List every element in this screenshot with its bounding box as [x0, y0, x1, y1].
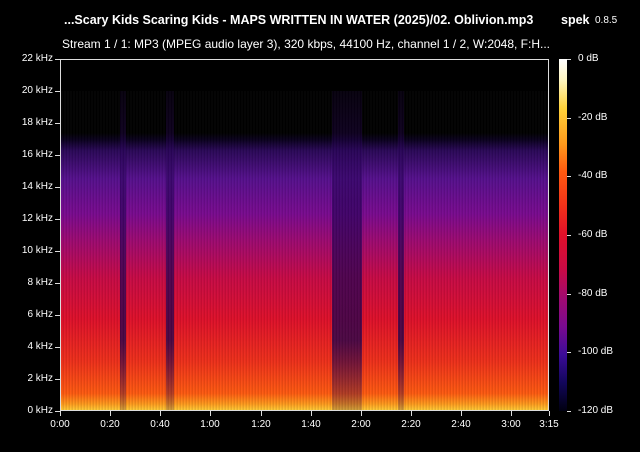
x-tick-label: 0:00	[50, 419, 70, 430]
spectrogram-quiet-band	[398, 59, 404, 411]
colorbar-tick-mark	[567, 294, 571, 295]
x-tick-mark	[261, 411, 262, 416]
y-tick-label: 12 kHz	[21, 213, 53, 224]
y-tick-label: 14 kHz	[21, 181, 53, 192]
y-tick-label: 0 kHz	[27, 405, 53, 416]
y-tick-label: 16 kHz	[21, 149, 53, 160]
x-tick-mark	[160, 411, 161, 416]
y-tick-label: 2 kHz	[27, 373, 53, 384]
colorbar-tick-label: -60 dB	[578, 229, 608, 240]
y-tick-mark	[55, 347, 60, 348]
colorbar-tick-mark	[567, 352, 571, 353]
spectrogram-texture	[60, 59, 549, 411]
colorbar-tick-label: -20 dB	[578, 112, 608, 123]
x-tick-label: 2:40	[451, 419, 471, 430]
colorbar-tick-label: -120 dB	[578, 405, 614, 416]
y-tick-label: 18 kHz	[21, 117, 53, 128]
y-tick-mark	[55, 219, 60, 220]
title-bar: ...Scary Kids Scaring Kids - MAPS WRITTE…	[0, 13, 640, 31]
y-tick-mark	[55, 59, 60, 60]
colorbar-tick-mark	[567, 118, 571, 119]
x-tick-label: 1:40	[301, 419, 321, 430]
y-tick-label: 22 kHz	[21, 53, 53, 64]
colorbar-tick-mark	[567, 59, 571, 60]
x-tick-mark	[511, 411, 512, 416]
x-tick-label: 1:00	[200, 419, 220, 430]
x-tick-mark	[210, 411, 211, 416]
colorbar	[559, 59, 567, 411]
x-tick-label: 3:00	[501, 419, 521, 430]
x-tick-label: 0:40	[150, 419, 170, 430]
x-tick-label: 0:20	[100, 419, 120, 430]
colorbar-tick-mark	[567, 411, 571, 412]
y-tick-mark	[55, 91, 60, 92]
x-tick-mark	[411, 411, 412, 416]
stream-info: Stream 1 / 1: MP3 (MPEG audio layer 3), …	[62, 37, 551, 51]
spectrogram[interactable]	[60, 59, 549, 411]
x-tick-mark	[110, 411, 111, 416]
x-tick-mark	[311, 411, 312, 416]
x-tick-label: 2:00	[351, 419, 371, 430]
x-tick-mark	[549, 411, 550, 416]
y-tick-label: 6 kHz	[27, 309, 53, 320]
y-tick-mark	[55, 187, 60, 188]
y-tick-label: 10 kHz	[21, 245, 53, 256]
colorbar-tick-label: -80 dB	[578, 288, 608, 299]
x-tick-label: 3:15	[539, 419, 559, 430]
x-tick-mark	[361, 411, 362, 416]
y-tick-mark	[55, 155, 60, 156]
app-name: spek	[561, 13, 590, 27]
x-tick-mark	[60, 411, 61, 416]
colorbar-tick-label: 0 dB	[578, 53, 599, 64]
x-tick-label: 2:20	[401, 419, 421, 430]
x-tick-label: 1:20	[251, 419, 271, 430]
colorbar-tick-mark	[567, 176, 571, 177]
y-tick-mark	[55, 251, 60, 252]
file-title: ...Scary Kids Scaring Kids - MAPS WRITTE…	[64, 13, 534, 27]
y-tick-label: 8 kHz	[27, 277, 53, 288]
y-tick-label: 20 kHz	[21, 85, 53, 96]
y-tick-mark	[55, 283, 60, 284]
app-version: 0.8.5	[595, 15, 618, 26]
y-tick-mark	[55, 123, 60, 124]
colorbar-tick-mark	[567, 235, 571, 236]
colorbar-tick-label: -100 dB	[578, 346, 614, 357]
spectrogram-quiet-band	[120, 59, 126, 411]
spectrogram-quiet-band	[166, 59, 174, 411]
spectrogram-quiet-band	[332, 59, 362, 411]
y-tick-mark	[55, 411, 60, 412]
x-tick-mark	[461, 411, 462, 416]
spectrogram-cutoff-region	[60, 59, 549, 91]
y-tick-mark	[55, 315, 60, 316]
colorbar-tick-label: -40 dB	[578, 170, 608, 181]
y-tick-mark	[55, 379, 60, 380]
y-tick-label: 4 kHz	[27, 341, 53, 352]
